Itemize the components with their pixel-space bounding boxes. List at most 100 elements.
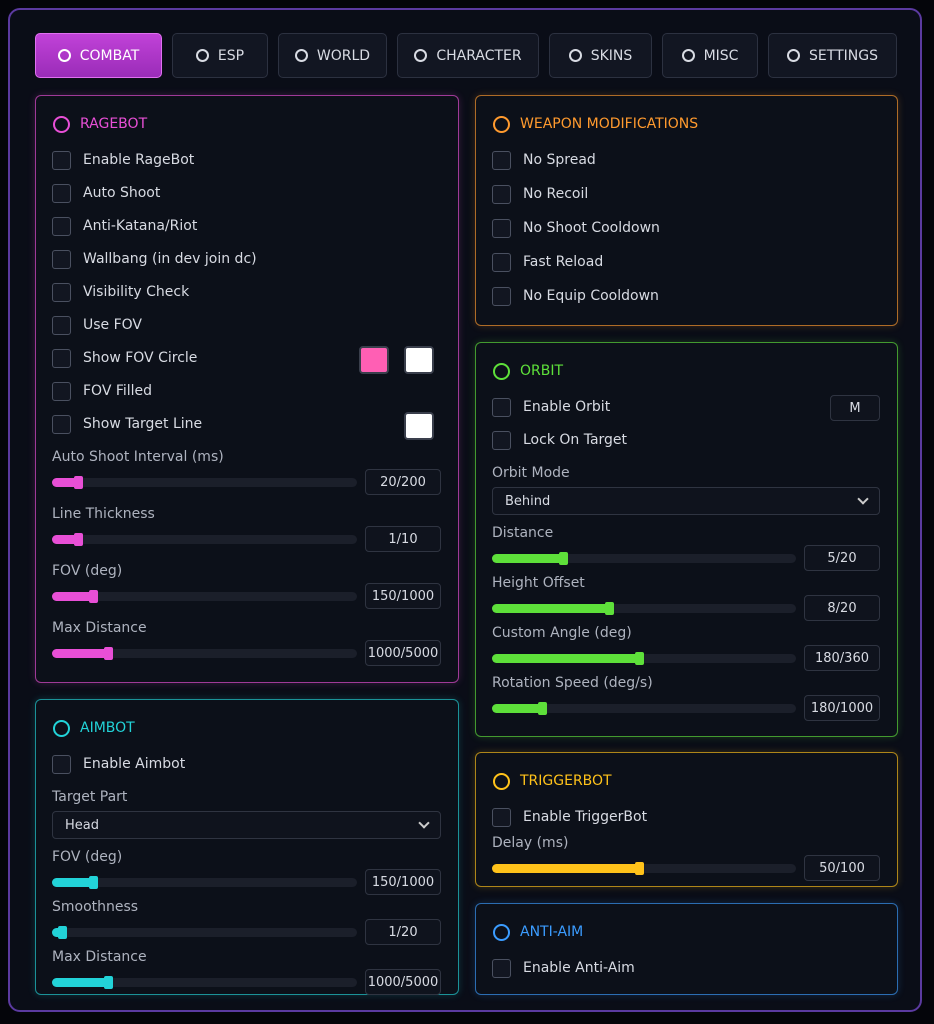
slider-value[interactable]: 20/200 [365,469,441,495]
color-swatch[interactable] [404,412,434,440]
slider-fill [492,654,644,663]
slider-value[interactable]: 8/20 [804,595,880,621]
checkbox-label: Enable Orbit [523,399,611,415]
tab[interactable]: SKINS [549,33,652,78]
checkbox[interactable] [492,219,511,238]
slider-value[interactable]: 1/20 [365,919,441,945]
slider-track[interactable] [492,554,796,563]
checkbox[interactable] [492,808,511,827]
slider-thumb[interactable] [58,926,68,939]
panel: ORBIT Enable Orbit M Lock On Target Orbit Mo… [475,342,898,737]
checkbox-label: Anti-Katana/Riot [83,218,198,234]
checkbox-label: Lock On Target [523,432,628,448]
slider-thumb[interactable] [635,862,644,875]
checkbox[interactable] [492,398,511,417]
tab[interactable]: COMBAT [35,33,162,78]
tab[interactable]: MISC [662,33,758,78]
slider-thumb[interactable] [88,590,98,603]
tab[interactable]: WORLD [278,33,387,78]
slider-track[interactable] [492,704,796,713]
slider-value[interactable]: 180/360 [804,645,880,671]
checkbox[interactable] [492,959,511,978]
select-label: Orbit Mode [492,465,570,481]
slider-value[interactable]: 5/20 [804,545,880,571]
checkbox[interactable] [52,316,71,335]
select-label: Target Part [52,789,128,805]
checkbox[interactable] [492,151,511,170]
panel-title: TRIGGERBOT [493,771,612,791]
slider-track[interactable] [52,928,357,937]
dropdown-arrow [857,493,869,505]
slider-fill [52,978,113,987]
slider-thumb[interactable] [104,647,113,660]
slider-label: FOV (deg) [52,849,123,865]
slider-track[interactable] [52,978,357,987]
tab-label: SETTINGS [809,47,878,64]
slider-thumb[interactable] [88,876,98,889]
slider-label: Max Distance [52,949,147,965]
slider-thumb[interactable] [559,552,568,565]
slider-value[interactable]: 180/1000 [804,695,880,721]
slider-track[interactable] [492,864,796,873]
slider-value[interactable]: 150/1000 [365,583,441,609]
tab-icon [294,49,308,62]
checkbox[interactable] [492,185,511,204]
panel: AIMBOT Enable Aimbot Target Part Head FOV (d… [35,699,459,995]
checkbox[interactable] [52,382,71,401]
tab-icon [681,49,695,62]
slider-label: Auto Shoot Interval (ms) [52,449,224,465]
checkbox[interactable] [52,151,71,170]
slider-track[interactable] [52,649,357,658]
checkbox[interactable] [492,253,511,272]
checkbox[interactable] [492,287,511,306]
slider-track[interactable] [52,878,357,887]
checkbox-label: Auto Shoot [83,185,161,201]
slider-track[interactable] [492,604,796,613]
slider-fill [492,704,547,713]
slider-label: Smoothness [52,899,139,915]
slider-label: Max Distance [52,620,147,636]
slider-value[interactable]: 150/1000 [365,869,441,895]
panel-title-text: RAGEBOT [80,116,148,132]
panel-icon [493,115,510,133]
dropdown-arrow [418,817,430,829]
checkbox-label: Show FOV Circle [83,350,198,366]
tab[interactable]: ESP [172,33,268,78]
slider-track[interactable] [492,654,796,663]
checkbox[interactable] [52,217,71,236]
checkbox[interactable] [52,349,71,368]
checkbox[interactable] [52,755,71,774]
slider-track[interactable] [52,478,357,487]
checkbox[interactable] [52,415,71,434]
slider-value[interactable]: 50/100 [804,855,880,881]
keybind[interactable]: M [830,395,880,421]
slider-fill [52,535,83,544]
slider-fill [52,478,83,487]
color-swatch[interactable] [359,346,389,374]
slider-thumb[interactable] [104,976,113,989]
slider-track[interactable] [52,535,357,544]
slider-label: Delay (ms) [492,835,569,851]
slider-thumb[interactable] [537,702,547,715]
slider-thumb[interactable] [604,602,614,615]
slider-value[interactable]: 1000/5000 [365,969,441,995]
panel-icon [53,719,70,737]
dropdown[interactable]: Head [52,811,441,839]
dropdown[interactable]: Behind [492,487,880,515]
color-swatch[interactable] [404,346,434,374]
slider-value[interactable]: 1/10 [365,526,441,552]
checkbox-label: Enable Aimbot [83,756,186,772]
tab[interactable]: SETTINGS [768,33,897,78]
tab-icon [414,49,428,62]
checkbox[interactable] [52,184,71,203]
slider-track[interactable] [52,592,357,601]
tab[interactable]: CHARACTER [397,33,539,78]
checkbox[interactable] [52,250,71,269]
checkbox[interactable] [52,283,71,302]
slider-thumb[interactable] [73,476,83,489]
checkbox[interactable] [492,431,511,450]
slider-thumb[interactable] [635,652,644,665]
slider-thumb[interactable] [73,533,83,546]
slider-value[interactable]: 1000/5000 [365,640,441,666]
slider-label: FOV (deg) [52,563,123,579]
